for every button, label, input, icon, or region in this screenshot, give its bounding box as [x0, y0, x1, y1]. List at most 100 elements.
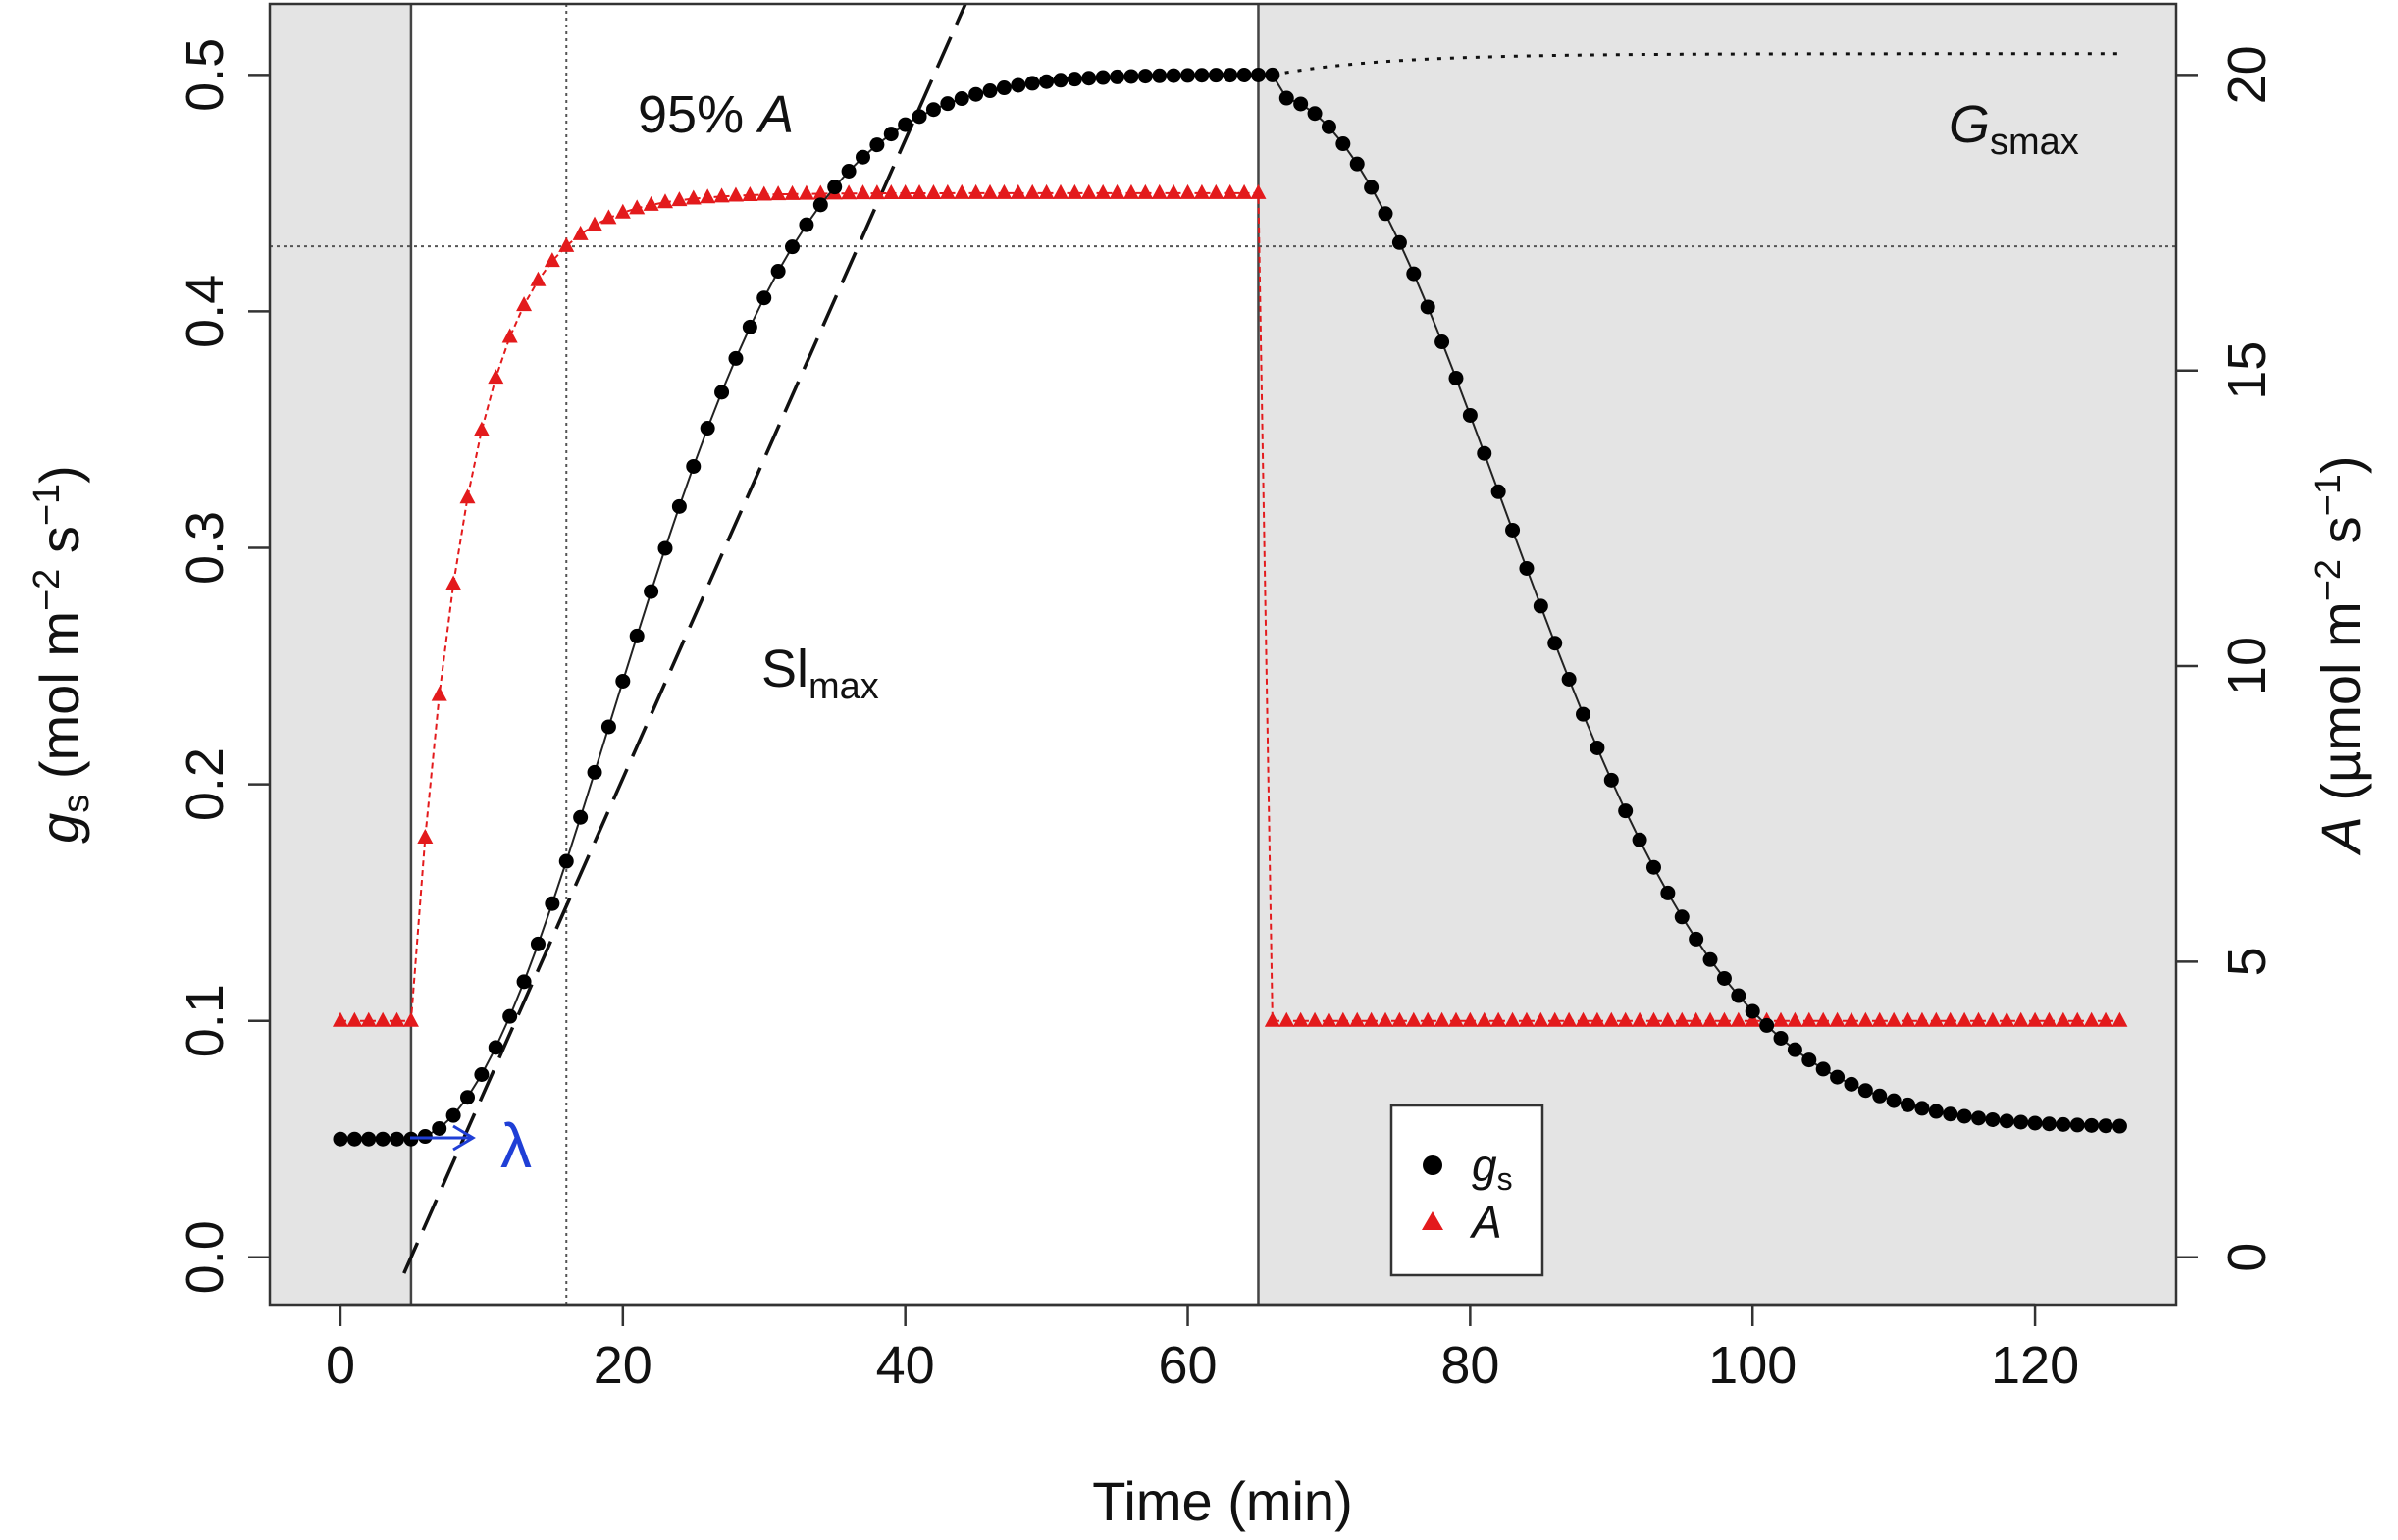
y-axis-left-title: gs (mol m−2 s−1) [26, 465, 97, 844]
A-point-98 [1716, 1011, 1733, 1027]
A-point-24 [671, 191, 688, 207]
A-point-22 [643, 195, 659, 211]
gs-point-9 [459, 1090, 475, 1105]
A-point-38 [868, 184, 885, 200]
gs-point-23 [657, 540, 673, 556]
legend-label-gs: gs [1472, 1140, 1513, 1197]
x-tick-label-4: 80 [1440, 1336, 1499, 1395]
A-point-51 [1052, 183, 1069, 199]
A-point-86 [1546, 1011, 1563, 1027]
gs-point-37 [855, 149, 870, 165]
A-point-15 [544, 252, 560, 268]
gs-point-111 [1901, 1097, 1916, 1112]
A-point-116 [1970, 1011, 1987, 1027]
gs-point-24 [671, 498, 687, 514]
legend-label-A: A [1469, 1197, 1502, 1248]
A-point-75 [1391, 1011, 1408, 1027]
y-left-title-mid: s [28, 526, 90, 569]
A-point-0 [332, 1011, 348, 1027]
gs-point-86 [1547, 636, 1563, 651]
gs-point-57 [1137, 69, 1153, 84]
A-point-118 [1999, 1011, 2015, 1027]
gs-point-64 [1236, 68, 1252, 83]
gs-point-109 [1872, 1088, 1888, 1104]
A-point-121 [2041, 1011, 2058, 1027]
A-point-110 [1886, 1011, 1903, 1027]
gs-point-52 [1067, 72, 1082, 87]
A-point-114 [1942, 1011, 1958, 1027]
annotation-gsmax: Gsmax [1949, 95, 2079, 163]
gs-point-17 [573, 809, 589, 825]
A-point-20 [614, 203, 631, 219]
gs-point-38 [869, 137, 885, 153]
A-point-57 [1137, 183, 1154, 199]
y-left-tick-label-0: 0.0 [176, 1220, 235, 1294]
plot-background [270, 4, 2176, 1305]
gs-point-73 [1364, 180, 1380, 195]
gs-point-66 [1265, 67, 1280, 82]
gs-point-62 [1208, 68, 1224, 83]
gs-point-16 [558, 853, 574, 869]
A-point-8 [445, 575, 462, 590]
A-point-80 [1462, 1011, 1479, 1027]
A-point-93 [1645, 1011, 1662, 1027]
gs-point-67 [1278, 90, 1294, 106]
A-point-68 [1292, 1011, 1309, 1027]
gs-point-116 [1971, 1110, 1987, 1126]
gs-point-61 [1194, 68, 1210, 83]
gs-point-126 [2111, 1118, 2127, 1134]
gs-point-107 [1844, 1076, 1859, 1092]
gs-point-28 [728, 350, 744, 366]
A-point-77 [1420, 1011, 1436, 1027]
A-point-115 [1956, 1011, 1973, 1027]
x-axis-title: Time (min) [1092, 1470, 1352, 1532]
gs-point-53 [1081, 71, 1097, 86]
gs-point-55 [1110, 69, 1125, 84]
y-axis-left: 0.0 0.1 0.2 0.3 0.4 0.5 [176, 38, 270, 1294]
A-point-2 [360, 1011, 377, 1027]
y-right-title-main: A [2310, 816, 2372, 855]
gs-point-50 [1039, 74, 1055, 89]
x-axis: 0 20 40 60 80 100 120 [326, 1303, 2079, 1395]
legend-marker-gs [1423, 1155, 1442, 1175]
y-right-tick-label-2: 10 [2217, 637, 2276, 695]
lambda-label: λ [500, 1110, 532, 1181]
gs-point-11 [488, 1040, 503, 1055]
gs-point-13 [516, 974, 532, 990]
gs-point-44 [954, 91, 969, 107]
series-A [332, 183, 2128, 1027]
A-point-61 [1193, 183, 1210, 199]
y-axis-right-title: A (µmol m−2 s−1) [2308, 455, 2372, 855]
y-right-tick-label-3: 15 [2217, 341, 2276, 400]
gs-point-54 [1095, 70, 1111, 85]
A-point-30 [756, 185, 772, 201]
gs-point-84 [1519, 560, 1535, 576]
legend-label-gs-main: g [1472, 1140, 1497, 1191]
A-point-83 [1504, 1011, 1521, 1027]
gs-point-122 [2056, 1116, 2071, 1132]
gs-point-49 [1024, 76, 1040, 91]
gs-point-106 [1830, 1069, 1846, 1085]
series-gs [333, 67, 2127, 1147]
gs-point-51 [1053, 73, 1069, 88]
gs-point-119 [2013, 1114, 2029, 1130]
A-point-29 [742, 185, 758, 201]
y-left-title-main: g [28, 813, 90, 844]
A-point-17 [572, 225, 589, 240]
A-point-111 [1900, 1011, 1916, 1027]
y-left-title-close: ) [28, 465, 90, 484]
y-right-title-mid: s [2310, 516, 2372, 559]
gs-point-101 [1759, 1017, 1775, 1033]
gs-point-45 [968, 86, 984, 102]
gs-point-90 [1603, 772, 1619, 788]
A-point-43 [939, 183, 956, 199]
A-point-53 [1080, 183, 1097, 199]
gs-point-48 [1011, 77, 1026, 93]
slmax-tangent-line [402, 3, 967, 1274]
x-tick-label-6: 120 [1991, 1336, 2079, 1395]
gs-point-70 [1321, 119, 1336, 134]
A-point-34 [812, 184, 829, 200]
A-point-96 [1688, 1011, 1704, 1027]
gs-point-79 [1448, 370, 1464, 385]
shaded-regions [270, 4, 2176, 1305]
